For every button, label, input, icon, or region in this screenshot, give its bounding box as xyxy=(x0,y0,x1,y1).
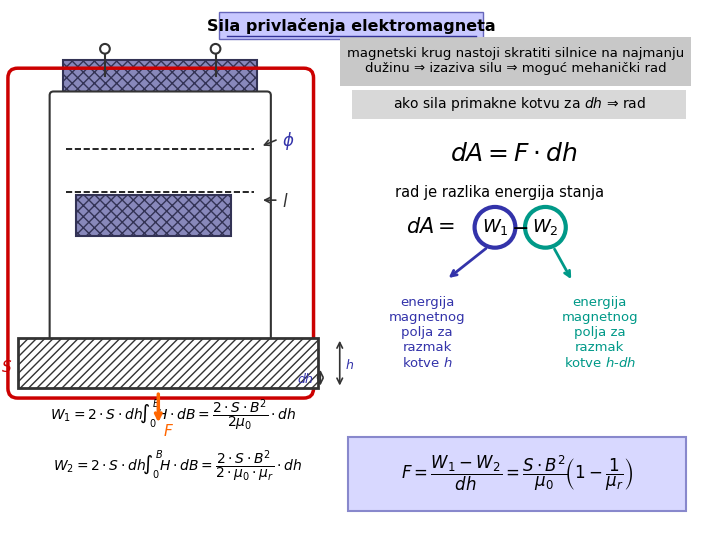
Text: $dA =$: $dA =$ xyxy=(405,217,454,237)
FancyBboxPatch shape xyxy=(50,91,271,342)
Text: $F = \dfrac{W_1 - W_2}{dh} = \dfrac{S \cdot B^2}{\mu_0}\!\left(1 - \dfrac{1}{\mu: $F = \dfrac{W_1 - W_2}{dh} = \dfrac{S \c… xyxy=(401,454,634,494)
Text: $W_1$: $W_1$ xyxy=(482,217,508,237)
Text: $\phi$: $\phi$ xyxy=(282,130,294,152)
FancyBboxPatch shape xyxy=(63,60,257,97)
Text: energija
magnetnog
polja za
razmak
kotve $h$-$dh$: energija magnetnog polja za razmak kotve… xyxy=(562,296,638,370)
Text: magnetski krug nastoji skratiti silnice na najmanju
dužinu ⇒ izaziva silu ⇒ mogu: magnetski krug nastoji skratiti silnice … xyxy=(347,48,684,76)
Text: $h$: $h$ xyxy=(345,358,354,372)
Text: ako sila primakne kotvu za $dh$ ⇒ rad: ako sila primakne kotvu za $dh$ ⇒ rad xyxy=(393,95,646,113)
FancyBboxPatch shape xyxy=(17,338,318,388)
FancyBboxPatch shape xyxy=(76,195,231,236)
Text: $W_1 = 2 \cdot S \cdot dh\!\int_0^B\! H \cdot dB = \dfrac{2 \cdot S \cdot B^2}{2: $W_1 = 2 \cdot S \cdot dh\!\int_0^B\! H … xyxy=(50,397,296,434)
Text: $S$: $S$ xyxy=(1,359,12,375)
FancyBboxPatch shape xyxy=(220,12,483,39)
Text: energija
magnetnog
polja za
razmak
kotve $h$: energija magnetnog polja za razmak kotve… xyxy=(389,296,465,370)
FancyBboxPatch shape xyxy=(340,37,691,86)
Text: $l$: $l$ xyxy=(282,193,288,211)
Text: $W_2 = 2 \cdot S \cdot dh\!\int_0^B\! H \cdot dB = \dfrac{2 \cdot S \cdot B^2}{2: $W_2 = 2 \cdot S \cdot dh\!\int_0^B\! H … xyxy=(53,448,302,484)
Text: $dh$: $dh$ xyxy=(297,372,313,386)
Text: $-$: $-$ xyxy=(510,217,528,237)
Text: $F$: $F$ xyxy=(163,423,174,440)
Text: $W_2$: $W_2$ xyxy=(532,217,559,237)
FancyBboxPatch shape xyxy=(348,437,686,511)
Text: rad je razlika energija stanja: rad je razlika energija stanja xyxy=(395,185,604,200)
Text: Sila privlačenja elektromagneta: Sila privlačenja elektromagneta xyxy=(207,17,495,33)
Text: $dA = F \cdot dh$: $dA = F \cdot dh$ xyxy=(451,141,578,166)
FancyBboxPatch shape xyxy=(352,90,686,119)
